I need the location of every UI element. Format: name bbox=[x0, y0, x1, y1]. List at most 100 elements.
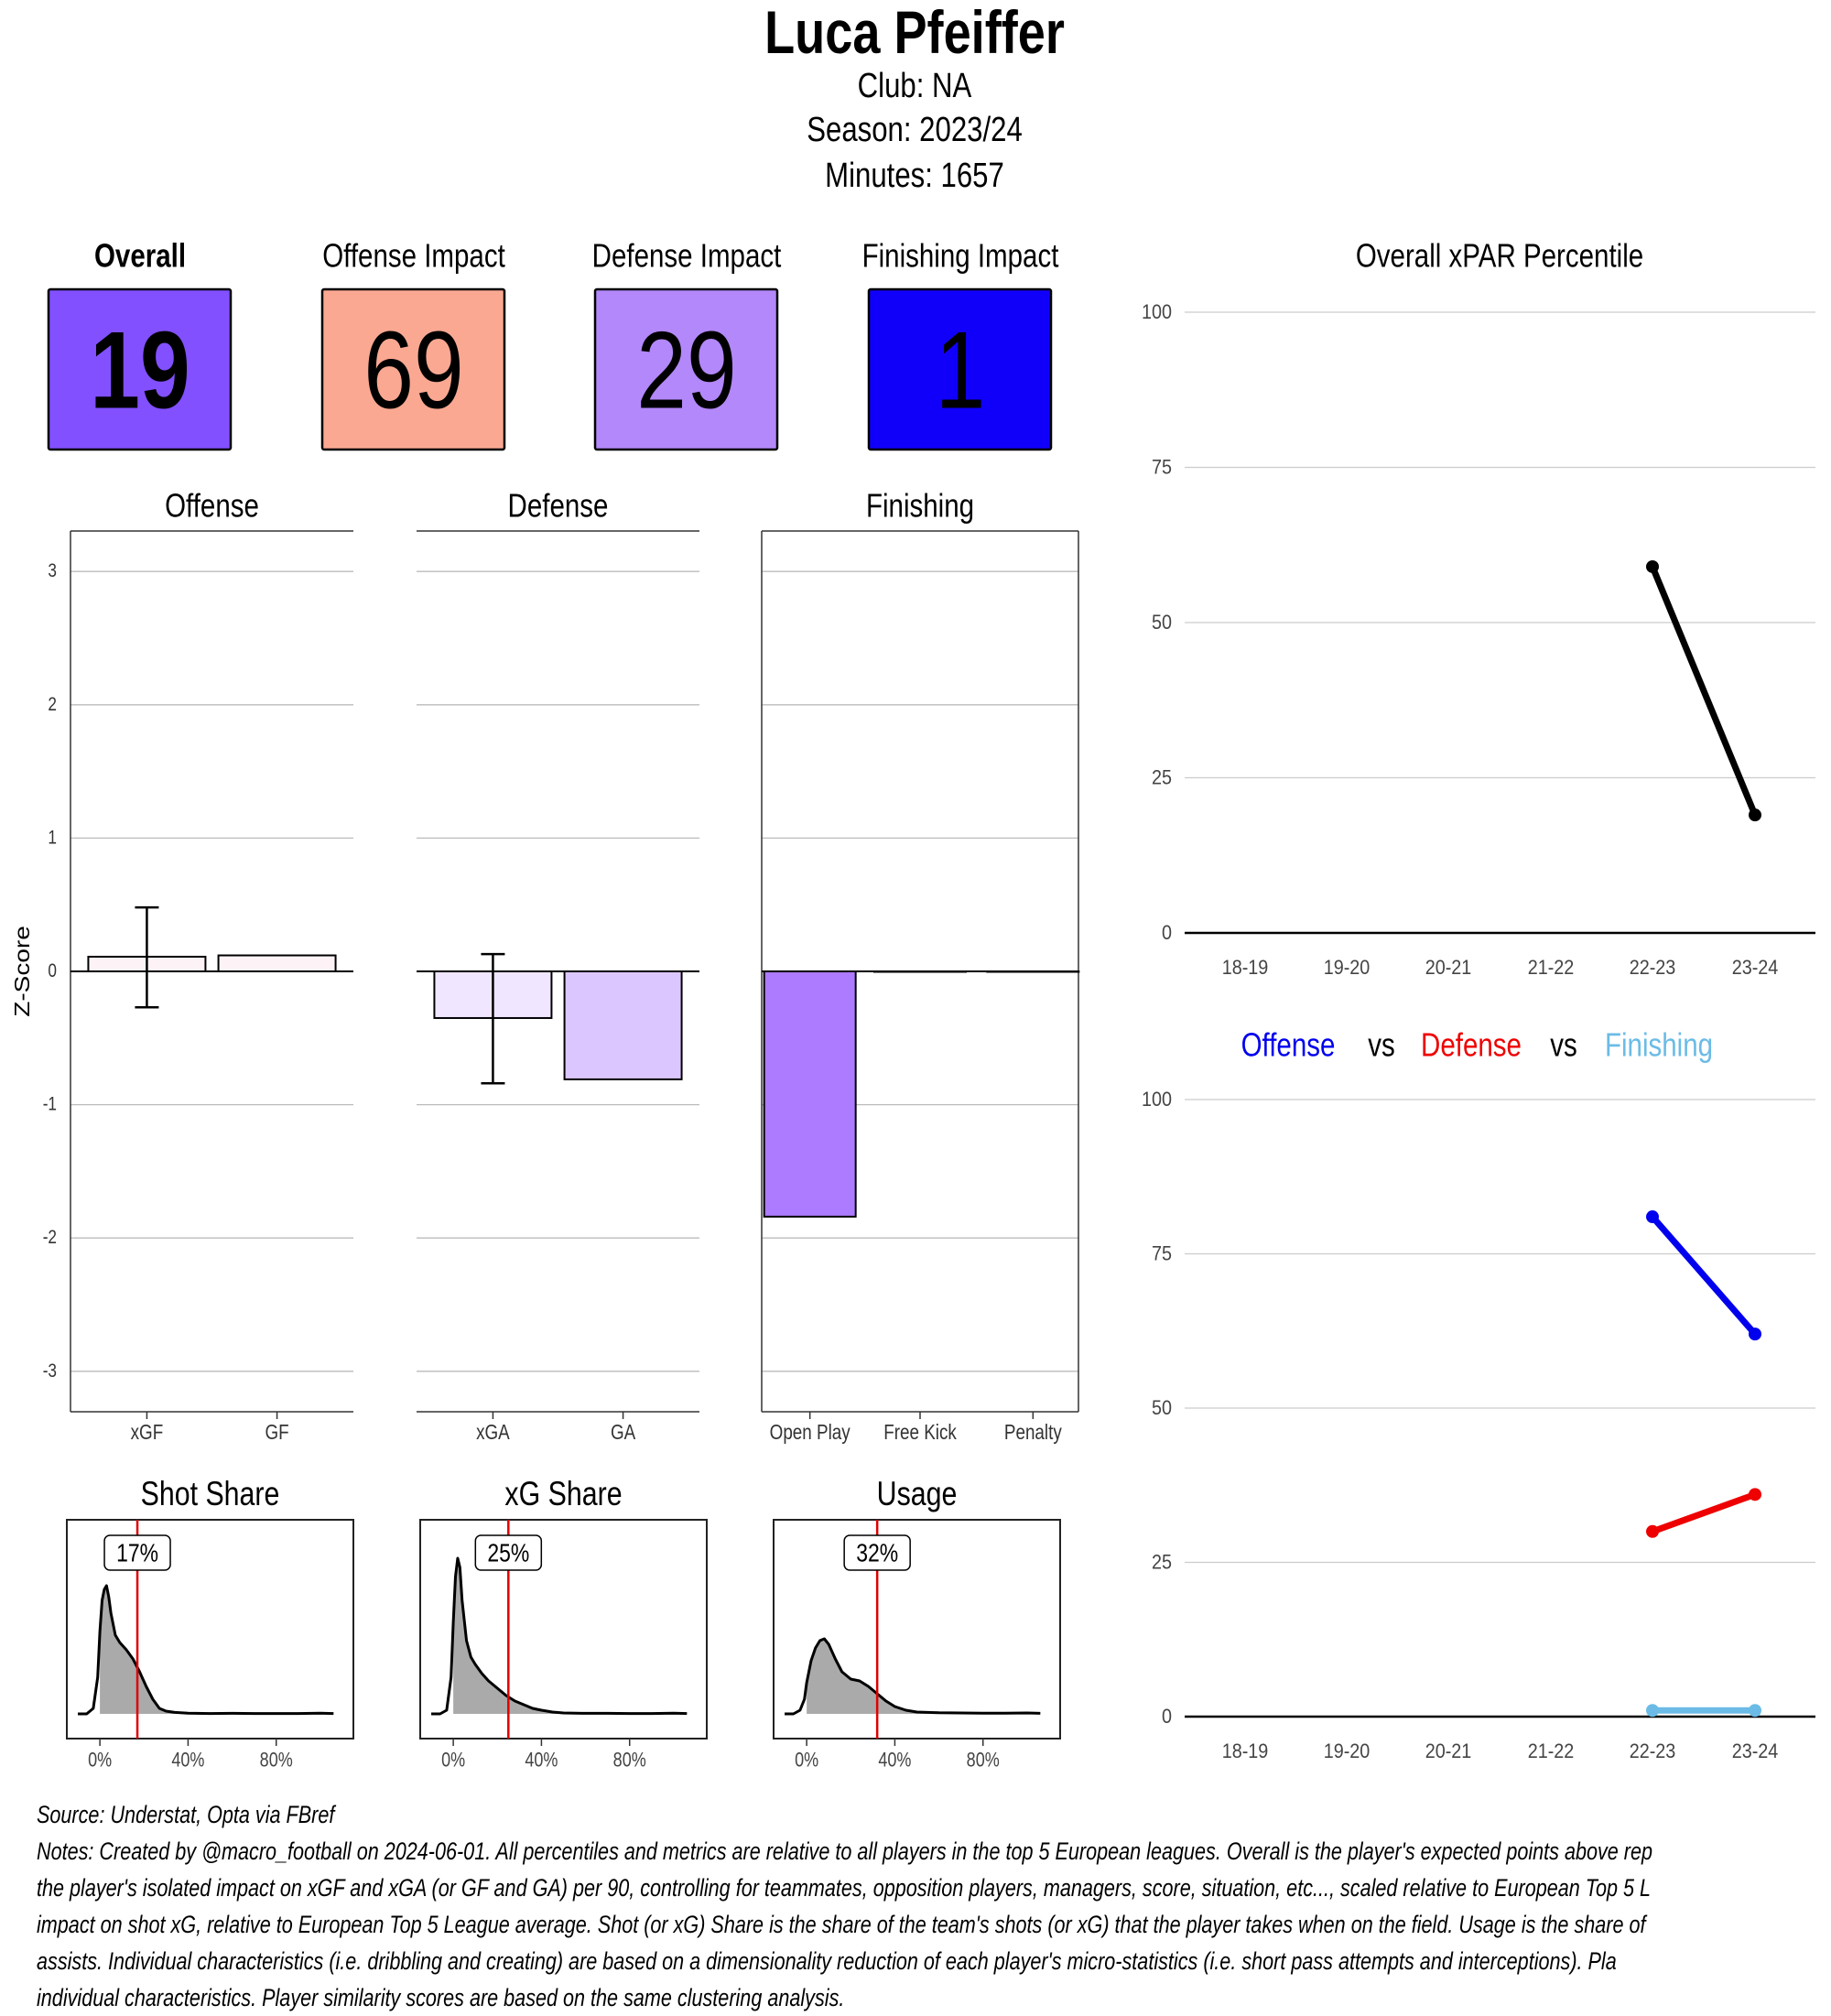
season-text: Season: 2023/24 bbox=[807, 111, 1023, 149]
panel-defense: Defense xGA GA bbox=[417, 487, 699, 1445]
footer: Source: Understat, Opta via FBref Notes:… bbox=[37, 1796, 1831, 2016]
y-tick-label: 25 bbox=[1152, 766, 1172, 788]
y-tick-label: 75 bbox=[1152, 1242, 1172, 1264]
x-tick-label: 21-22 bbox=[1528, 957, 1575, 979]
y-tick-label: 100 bbox=[1142, 301, 1172, 323]
legend-title-part: Defense bbox=[1421, 1026, 1522, 1063]
x-tick-label: 23-24 bbox=[1732, 957, 1779, 979]
notes-line: impact on shot xG, relative to European … bbox=[37, 1911, 1646, 1938]
notes-line: the player's isolated impact on xGF and … bbox=[37, 1874, 1652, 1902]
x-tick-label: 23-24 bbox=[1732, 1740, 1779, 1762]
y-tick-label: -3 bbox=[43, 1360, 57, 1382]
x-tick-label: 0% bbox=[88, 1750, 112, 1772]
x-tick-label: 40% bbox=[171, 1750, 204, 1772]
x-tick-label: xGF bbox=[131, 1421, 164, 1444]
density-panel-xg-share: xG Share 25% 0% 40% 80% bbox=[419, 1475, 708, 1772]
y-tick-label: 50 bbox=[1152, 612, 1172, 634]
density-area bbox=[78, 1586, 334, 1714]
impact-box bbox=[867, 287, 1053, 451]
impact-box bbox=[47, 287, 233, 451]
density-frame bbox=[419, 1519, 708, 1740]
y-tick-label: 75 bbox=[1152, 456, 1172, 478]
value-label: 32% bbox=[856, 1540, 898, 1568]
x-tick-label: 40% bbox=[525, 1750, 558, 1772]
notes-line: Notes: Created by @macro_football on 202… bbox=[37, 1837, 1653, 1865]
line-chart-overall-percentile: 100 75 50 25 0 18-19 19-20 20-21 21-22 22-23 23-24 bbox=[1142, 301, 1815, 979]
x-tick-label: 0% bbox=[795, 1750, 818, 1772]
y-tick-label: 2 bbox=[48, 694, 57, 715]
value-label: 25% bbox=[487, 1540, 529, 1568]
x-tick-label: 0% bbox=[441, 1750, 465, 1772]
x-tick-label: GF bbox=[265, 1421, 288, 1444]
value-label: 17% bbox=[116, 1540, 158, 1568]
notes-line: individual characteristics. Player simil… bbox=[37, 1984, 845, 2011]
y-tick-label: 3 bbox=[48, 561, 57, 582]
bar-gf bbox=[217, 954, 337, 972]
data-point bbox=[1646, 1524, 1659, 1538]
density-panel-usage: Usage 32% 0% 40% 80% bbox=[773, 1475, 1061, 1772]
x-tick-label: Penalty bbox=[1004, 1421, 1062, 1444]
y-tick-label: 0 bbox=[1162, 922, 1172, 944]
chart-title: Overall xPAR Percentile bbox=[1356, 237, 1643, 274]
x-tick-label: 19-20 bbox=[1324, 1740, 1371, 1762]
density-title: Shot Share bbox=[141, 1475, 280, 1513]
x-tick-label: xGA bbox=[476, 1421, 510, 1444]
bar-open-play bbox=[763, 970, 857, 1218]
data-point bbox=[1646, 1704, 1659, 1718]
club-text: Club: NA bbox=[858, 67, 972, 105]
series-line-defense bbox=[1651, 1491, 1757, 1535]
data-point bbox=[1646, 559, 1659, 573]
density-line bbox=[785, 1637, 1041, 1716]
y-tick-label: 0 bbox=[1162, 1706, 1172, 1728]
x-tick-label: GA bbox=[611, 1421, 635, 1444]
density-title: Usage bbox=[877, 1475, 958, 1513]
bar-ga bbox=[563, 970, 683, 1080]
x-tick-label: 80% bbox=[967, 1750, 1000, 1772]
impact-value: 19 bbox=[90, 309, 190, 431]
source-note: Source: Understat, Opta via FBref bbox=[37, 1801, 335, 1828]
density-frame bbox=[773, 1519, 1061, 1740]
density-area bbox=[431, 1558, 688, 1714]
density-area bbox=[785, 1639, 1041, 1714]
density-frame bbox=[66, 1519, 354, 1740]
impact-box bbox=[320, 287, 506, 451]
data-point bbox=[1646, 1210, 1659, 1224]
panel-title: Offense bbox=[165, 487, 259, 524]
y-tick-label: 50 bbox=[1152, 1397, 1172, 1419]
x-tick-label: 20-21 bbox=[1425, 1740, 1472, 1762]
data-point bbox=[1749, 1704, 1761, 1718]
legend-title-part: vs bbox=[1368, 1026, 1395, 1063]
legend-title-part: Finishing bbox=[1605, 1026, 1713, 1063]
value-label-box bbox=[103, 1534, 171, 1571]
impact-label: Overall bbox=[94, 237, 186, 274]
x-tick-label: 22-23 bbox=[1630, 957, 1676, 979]
impact-box bbox=[593, 287, 779, 451]
y-axis-label: Z-Score bbox=[11, 926, 34, 1017]
legend-title-part: Offense bbox=[1241, 1026, 1336, 1063]
impact-value: 69 bbox=[363, 309, 463, 431]
y-tick-label: -1 bbox=[43, 1094, 57, 1115]
density-panel-shot-share: Shot Share 17% 0% 40% 80% bbox=[66, 1475, 354, 1772]
x-tick-label: Free Kick bbox=[883, 1421, 957, 1444]
y-tick-label: 100 bbox=[1142, 1089, 1172, 1111]
impact-label: Finishing Impact bbox=[862, 237, 1059, 274]
x-tick-label: 40% bbox=[878, 1750, 911, 1772]
panel-title: Defense bbox=[508, 487, 609, 524]
x-tick-label: 19-20 bbox=[1324, 957, 1371, 979]
data-point bbox=[1749, 1328, 1761, 1341]
notes-line: assists. Individual characteristics (i.e… bbox=[37, 1947, 1617, 1975]
x-tick-label: 18-19 bbox=[1222, 957, 1269, 979]
density-title: xG Share bbox=[504, 1475, 622, 1513]
x-tick-label: 21-22 bbox=[1528, 1740, 1575, 1762]
line-chart-component-percentiles: 100 75 50 25 0 18-19 19-20 20-21 21-22 22-23 23-24 bbox=[1142, 1089, 1815, 1762]
impact-label: Defense Impact bbox=[592, 237, 782, 274]
minutes-text: Minutes: 1657 bbox=[825, 157, 1004, 195]
panel-offense: Offense xGF GF bbox=[70, 487, 353, 1445]
impact-value: 1 bbox=[936, 309, 986, 431]
x-tick-label: 18-19 bbox=[1222, 1740, 1269, 1762]
density-mask bbox=[774, 1520, 807, 1739]
data-point bbox=[1749, 808, 1761, 822]
panel-finishing: Finishing Open Play Free Kick Penalty bbox=[761, 487, 1080, 1445]
x-tick-label: 22-23 bbox=[1630, 1740, 1676, 1762]
